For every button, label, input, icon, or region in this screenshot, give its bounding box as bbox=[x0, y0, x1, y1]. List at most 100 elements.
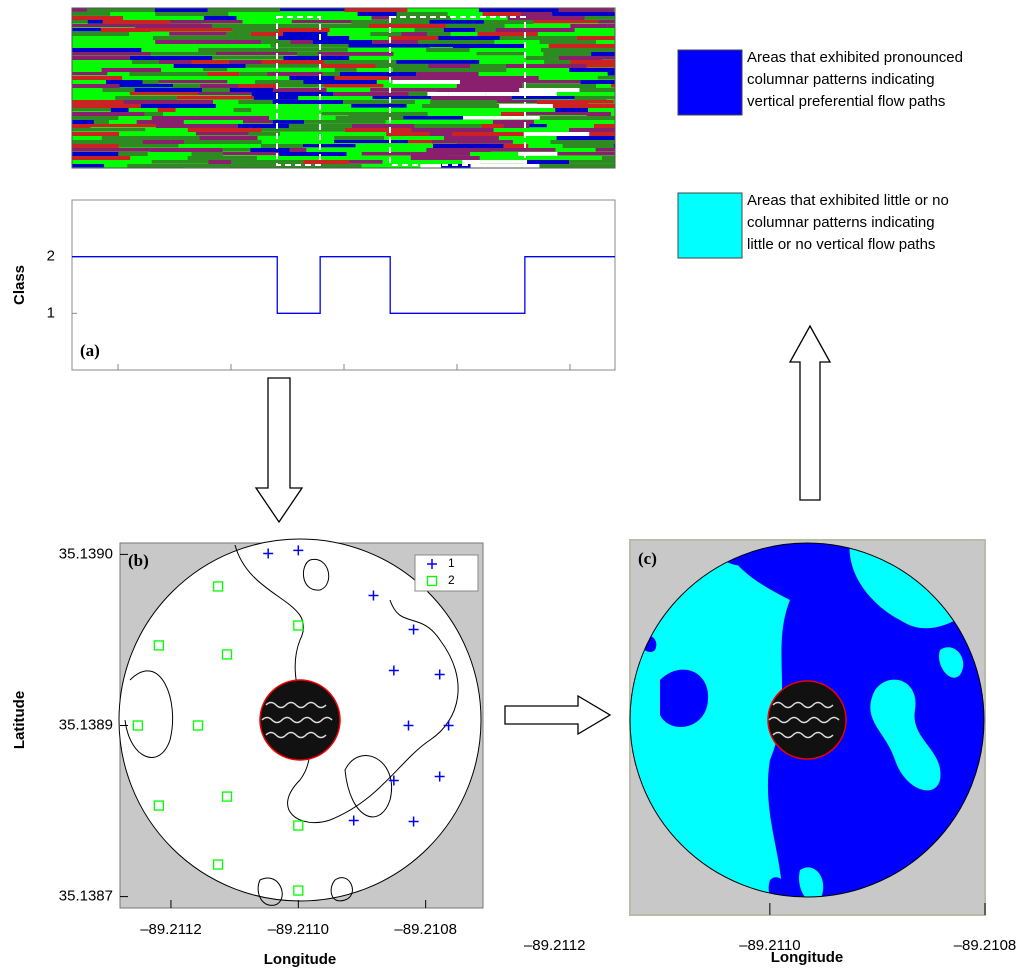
image-stripe bbox=[541, 48, 591, 52]
panel-label: (a) bbox=[80, 341, 100, 360]
image-stripe bbox=[522, 84, 596, 88]
legend-text: little or no vertical flow paths bbox=[747, 236, 935, 253]
image-stripe bbox=[119, 144, 179, 147]
x-tick-label: –89.2108 bbox=[954, 937, 1017, 954]
image-stripe bbox=[456, 140, 513, 144]
image-stripe bbox=[336, 116, 404, 121]
image-stripe bbox=[223, 152, 279, 155]
image-stripe bbox=[449, 92, 486, 96]
image-stripe bbox=[452, 132, 509, 137]
image-stripe bbox=[324, 84, 383, 87]
image-stripe bbox=[313, 40, 372, 45]
image-stripe bbox=[119, 132, 156, 136]
image-stripe bbox=[289, 76, 334, 81]
image-stripe bbox=[87, 8, 117, 13]
image-stripe bbox=[555, 108, 588, 112]
image-stripe bbox=[204, 16, 237, 20]
image-stripe bbox=[397, 12, 448, 16]
image-stripe bbox=[533, 20, 598, 23]
image-stripe bbox=[430, 44, 453, 47]
image-stripe bbox=[522, 80, 580, 83]
image-stripe bbox=[213, 100, 238, 104]
image-stripe bbox=[466, 56, 526, 59]
image-stripe bbox=[230, 88, 273, 92]
image-stripe bbox=[432, 140, 456, 143]
image-stripe bbox=[72, 108, 111, 111]
image-stripe bbox=[448, 152, 470, 156]
image-stripe bbox=[375, 64, 428, 69]
image-stripe bbox=[547, 124, 594, 127]
image-stripe bbox=[238, 124, 289, 129]
image-stripe bbox=[587, 64, 647, 67]
image-stripe bbox=[491, 148, 556, 152]
image-stripe bbox=[184, 120, 243, 124]
image-stripe bbox=[505, 24, 571, 28]
image-stripe bbox=[88, 20, 103, 24]
image-stripe bbox=[72, 164, 104, 167]
image-stripe bbox=[497, 100, 537, 103]
image-stripe bbox=[72, 28, 101, 31]
image-stripe bbox=[72, 84, 119, 88]
image-stripe bbox=[306, 148, 325, 152]
legend-text: Areas that exhibited little or no bbox=[747, 192, 949, 209]
image-stripe bbox=[249, 132, 281, 136]
image-stripe bbox=[349, 36, 388, 40]
x-axis-label: Longitude bbox=[264, 951, 336, 968]
arrow bbox=[256, 378, 302, 522]
image-stripe bbox=[72, 132, 119, 136]
image-stripe bbox=[147, 32, 170, 35]
image-stripe bbox=[581, 80, 620, 84]
image-stripe bbox=[321, 112, 348, 115]
image-stripe bbox=[569, 160, 628, 164]
image-stripe bbox=[525, 112, 586, 115]
legend-text: columnar patterns indicating bbox=[747, 214, 935, 231]
x-tick-label: –89.2112 bbox=[524, 937, 585, 954]
image-stripe bbox=[351, 16, 371, 19]
figure: Class (a) Areas that exhibited pronounce… bbox=[0, 0, 1024, 971]
image-stripe bbox=[401, 32, 427, 37]
image-stripe bbox=[408, 140, 432, 143]
image-stripe bbox=[239, 84, 263, 89]
image-stripe bbox=[426, 56, 466, 60]
image-stripe bbox=[289, 48, 348, 52]
image-stripe bbox=[109, 36, 153, 40]
image-stripe bbox=[398, 28, 415, 33]
image-stripe bbox=[289, 104, 330, 107]
y-tick-label: 35.1389 bbox=[59, 716, 113, 733]
image-stripe bbox=[437, 88, 519, 93]
image-stripe bbox=[388, 76, 466, 80]
image-stripe bbox=[279, 12, 358, 16]
legend-box bbox=[415, 555, 478, 591]
image-stripe bbox=[372, 96, 431, 99]
image-stripe bbox=[537, 100, 588, 104]
image-stripe bbox=[328, 32, 371, 35]
image-stripe bbox=[72, 64, 145, 68]
image-stripe bbox=[459, 120, 493, 124]
image-stripe bbox=[335, 164, 362, 168]
image-stripe bbox=[529, 124, 546, 127]
image-stripe bbox=[72, 24, 135, 27]
image-stripe bbox=[451, 32, 478, 36]
image-stripe bbox=[248, 112, 322, 115]
image-stripe bbox=[336, 132, 386, 135]
image-stripe bbox=[223, 148, 251, 151]
image-stripe bbox=[298, 96, 344, 100]
image-stripe bbox=[72, 20, 88, 23]
image-stripe bbox=[321, 64, 375, 68]
image-stripe bbox=[344, 96, 373, 100]
image-stripe bbox=[598, 20, 621, 23]
image-stripe bbox=[304, 120, 385, 124]
x-tick-label: –89.2110 bbox=[739, 937, 800, 954]
image-stripe bbox=[212, 56, 283, 59]
image-stripe bbox=[200, 84, 239, 89]
image-stripe bbox=[130, 92, 198, 95]
image-stripe bbox=[446, 24, 505, 28]
image-stripe bbox=[192, 60, 229, 64]
image-stripe bbox=[72, 36, 109, 39]
image-stripe bbox=[252, 92, 334, 97]
panel-label: (c) bbox=[638, 549, 657, 568]
image-stripe bbox=[494, 40, 539, 44]
image-stripe bbox=[208, 8, 280, 12]
image-stripe bbox=[72, 96, 115, 100]
image-stripe bbox=[480, 156, 557, 159]
